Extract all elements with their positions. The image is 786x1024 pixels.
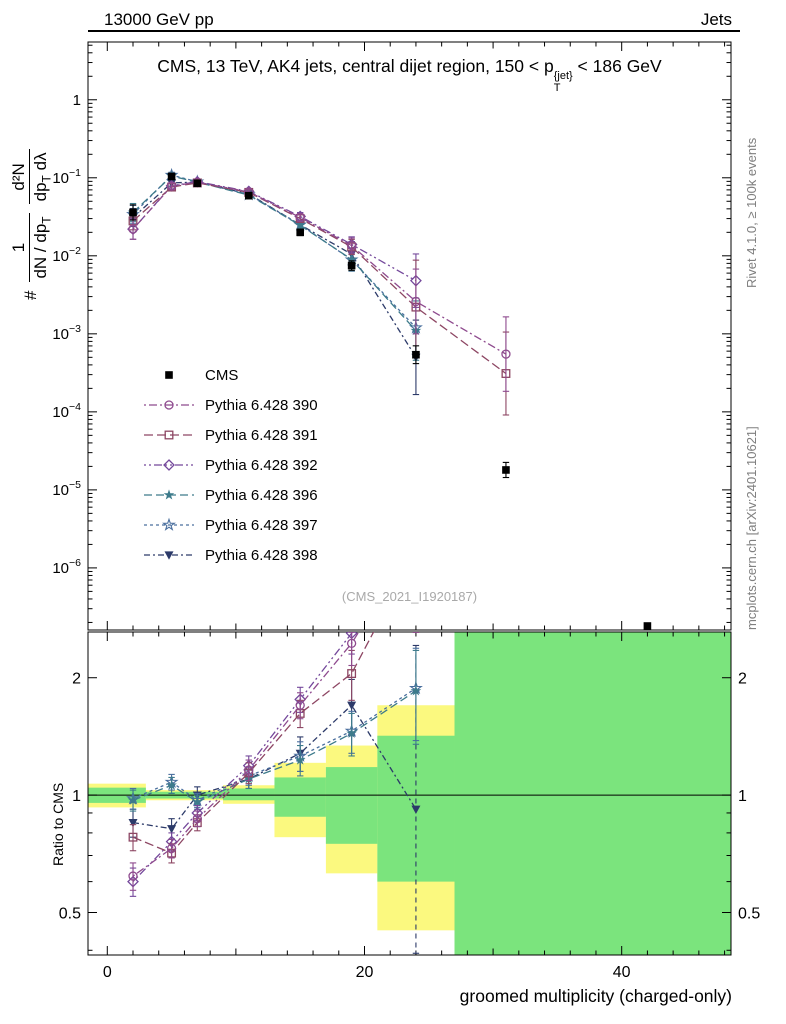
series-ratio-p390 — [128, 632, 420, 891]
x-tick-label: 20 — [356, 964, 374, 981]
ratio-y-tick-label-left: 0.5 — [59, 905, 81, 922]
ratio-y-tick-label-right: 2 — [738, 671, 747, 688]
ratio-y-tick-label-left: 2 — [72, 671, 81, 688]
main-y-tick-label: 10−1 — [52, 167, 81, 187]
main-y-tick-label: 10−2 — [52, 245, 81, 265]
axis-ticks: 110−110−210−310−410−510−60.5 0.51 12 20 20 40 — [52, 42, 760, 981]
ratio-y-tick-label-right: 0.5 — [738, 905, 760, 922]
legend-label: Pythia 6.428 396 — [205, 486, 318, 504]
legend-label: Pythia 6.428 390 — [205, 396, 318, 414]
legend-marker-p390 — [144, 400, 194, 410]
legend-label: Pythia 6.428 398 — [205, 546, 318, 564]
x-tick-label: 40 — [613, 964, 631, 981]
legend-marker-cms — [165, 371, 173, 379]
series-main-p390 — [128, 177, 511, 392]
legend-marker-p397 — [144, 517, 194, 531]
series-main-p396 — [127, 170, 422, 361]
legend-label: Pythia 6.428 391 — [205, 426, 318, 444]
legend-label: Pythia 6.428 397 — [205, 516, 318, 534]
main-y-tick-label: 10−4 — [52, 401, 81, 421]
cms-uncertainty-bands — [88, 632, 731, 955]
legend-marker-p392 — [144, 459, 194, 471]
main-y-tick-label: 10−6 — [52, 557, 81, 577]
ratio-y-tick-label-right: 1 — [738, 788, 747, 805]
legend-label: Pythia 6.428 392 — [205, 456, 318, 474]
legend-entry-p392: Pythia 6.428 392 — [142, 450, 318, 480]
main-y-tick-label: 10−3 — [52, 323, 81, 343]
band-green — [454, 632, 731, 955]
x-tick-label: 0 — [103, 964, 112, 981]
legend-entry-p397: Pythia 6.428 397 — [142, 510, 318, 540]
legend-entry-p391: Pythia 6.428 391 — [142, 420, 318, 450]
ratio-y-tick-label-left: 1 — [72, 788, 81, 805]
legend-entry-cms: CMS — [142, 360, 318, 390]
legend: CMS Pythia 6.428 390 Pythia 6.428 391 Pythi… — [142, 360, 318, 570]
legend-label: CMS — [205, 366, 239, 384]
legend-marker-p398 — [144, 551, 194, 560]
band-green — [325, 767, 378, 844]
legend-marker-p391 — [144, 430, 194, 440]
legend-entry-p390: Pythia 6.428 390 — [142, 390, 318, 420]
band-green — [274, 777, 326, 817]
legend-entry-p396: Pythia 6.428 396 — [142, 480, 318, 510]
ratio-plot-frame — [87, 631, 732, 956]
series-main-cms — [129, 172, 652, 630]
main-y-tick-label: 1 — [73, 92, 81, 109]
main-plot-frame — [87, 41, 732, 631]
legend-entry-p398: Pythia 6.428 398 — [142, 540, 318, 570]
legend-marker-p396 — [144, 489, 194, 500]
series-main-p397 — [126, 167, 423, 358]
band-green — [223, 788, 275, 801]
main-y-tick-label: 10−5 — [52, 479, 81, 499]
